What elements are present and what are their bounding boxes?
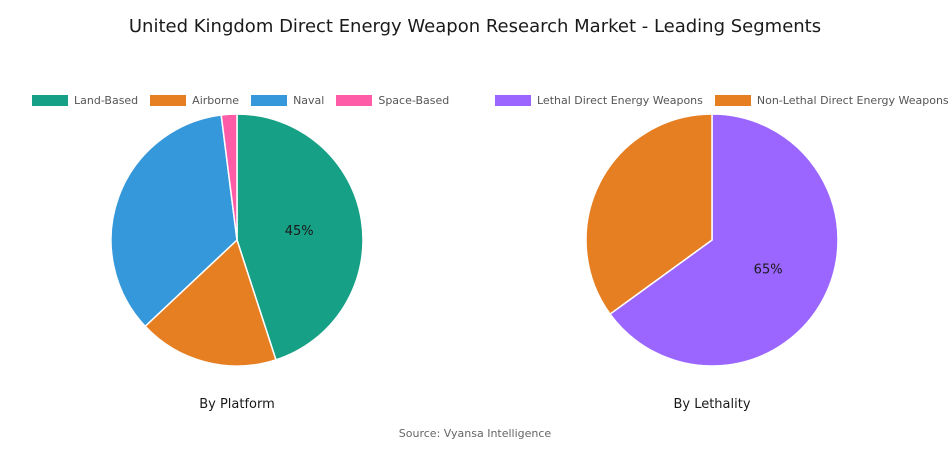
pie-slice-non-lethal-direct-energy-weapons[interactable] bbox=[585, 113, 713, 316]
slice-value-label: 65% bbox=[754, 263, 783, 278]
legend-label: Non-Lethal Direct Energy Weapons bbox=[756, 93, 949, 107]
legend-label: Airborne bbox=[192, 93, 240, 107]
legend-item-lethal-direct-energy-weapons[interactable]: Lethal Direct Energy Weapons bbox=[495, 94, 703, 107]
legend-item-land-based[interactable]: Land-Based bbox=[32, 94, 138, 107]
legend-swatch bbox=[336, 94, 373, 106]
legend-item-airborne[interactable]: Airborne bbox=[150, 94, 239, 107]
pie-chart-platform: 45% bbox=[110, 113, 364, 367]
legend-swatch bbox=[714, 94, 751, 106]
legend-platform: Land-Based Airborne Naval Space-Based bbox=[32, 92, 449, 108]
legend-swatch bbox=[251, 94, 288, 106]
legend-swatch bbox=[32, 94, 68, 106]
legend-label: Lethal Direct Energy Weapons bbox=[537, 93, 703, 107]
subtitle-platform: By Platform bbox=[199, 397, 275, 412]
pie-chart-lethality: 65% bbox=[585, 113, 839, 367]
legend-swatch bbox=[495, 94, 531, 106]
pie-slice-lethal-direct-energy-weapons[interactable] bbox=[609, 113, 839, 367]
chart-title: United Kingdom Direct Energy Weapon Rese… bbox=[128, 16, 822, 37]
pie-slice-airborne[interactable] bbox=[144, 238, 277, 367]
legend-item-naval[interactable]: Naval bbox=[251, 94, 324, 107]
legend-item-space-based[interactable]: Space-Based bbox=[336, 94, 449, 107]
legend-label: Naval bbox=[293, 93, 325, 107]
pie-slice-naval[interactable] bbox=[110, 114, 238, 328]
legend-label: Space-Based bbox=[378, 93, 450, 107]
source-note: Source: Vyansa Intelligence bbox=[398, 427, 552, 440]
pie-slice-land-based[interactable] bbox=[236, 113, 364, 361]
subtitle-lethality: By Lethality bbox=[673, 397, 751, 412]
slice-value-label: 45% bbox=[285, 224, 314, 239]
legend-swatch bbox=[150, 94, 187, 106]
legend-item-non-lethal-direct-energy-weapons[interactable]: Non-Lethal Direct Energy Weapons bbox=[714, 93, 949, 107]
legend-label: Land-Based bbox=[74, 93, 139, 107]
pie-slice-space-based[interactable] bbox=[220, 113, 238, 241]
legend-lethality: Lethal Direct Energy Weapons Non-Lethal D… bbox=[495, 92, 949, 108]
